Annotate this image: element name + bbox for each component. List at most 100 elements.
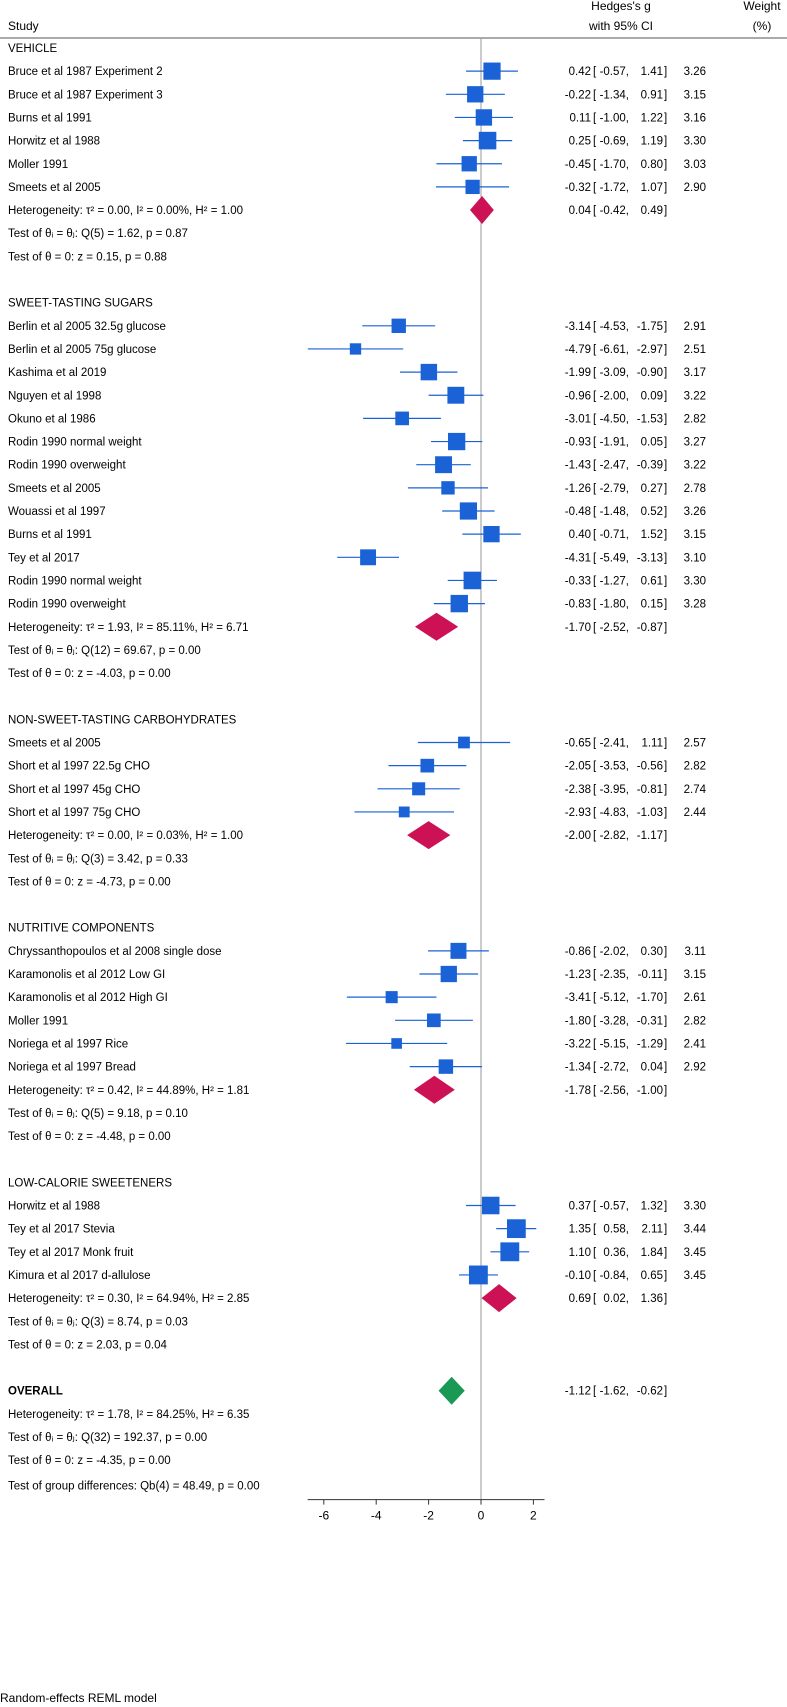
ci-upper: -1.53 [637,413,663,425]
study-weight: 3.45 [684,1270,706,1282]
study-label: Rodin 1990 overweight [8,599,126,611]
study-weight: 3.03 [684,159,706,171]
study-label: Karamonolis et al 2012 Low GI [8,969,165,981]
study-weight: 2.90 [684,182,706,194]
effect-estimate: -1.43 [565,460,591,472]
ci-bracket-open: [ [593,1015,597,1027]
group-test-label: Test of θᵢ = θⱼ: Q(3) = 8.74, p = 0.03 [8,1316,188,1328]
study-marker [391,318,406,333]
ci-bracket-close: ] [664,437,667,449]
ci-lower: -0.57, [600,66,629,78]
x-axis-tick-label: 0 [478,1509,485,1523]
ci-bracket-close: ] [664,1293,667,1305]
study-label: Berlin et al 2005 32.5g glucose [8,321,166,333]
ci-lower: -0.42, [600,205,629,217]
ci-lower: -1.80, [600,599,629,611]
ci-bracket-open: [ [593,66,597,78]
ci-bracket-open: [ [593,483,597,495]
ci-bracket-close: ] [664,112,667,124]
ci-upper: 0.61 [641,575,663,587]
study-label: Tey et al 2017 Monk fruit [8,1247,134,1259]
ci-lower: -1.91, [600,437,629,449]
study-weight: 3.27 [684,437,706,449]
ci-bracket-open: [ [593,969,597,981]
heterogeneity-label: Heterogeneity: τ² = 1.93, I² = 85.11%, H… [8,622,249,634]
study-label: Smeets et al 2005 [8,483,101,495]
effect-estimate: -2.93 [565,807,591,819]
ci-bracket-close: ] [664,89,667,101]
effect-estimate: -2.05 [565,761,591,773]
ci-upper: 0.80 [641,159,663,171]
ci-bracket-close: ] [664,622,667,634]
study-weight: 2.57 [684,738,706,750]
ci-bracket-close: ] [664,1038,667,1050]
study-marker [483,525,500,543]
ci-upper: -0.90 [637,367,663,379]
ci-bracket-open: [ [593,136,597,148]
ci-lower: -2.47, [600,460,629,472]
effect-estimate: 0.11 [569,112,591,124]
ci-bracket-close: ] [664,321,667,333]
study-marker [420,758,435,773]
study-weight: 2.61 [684,992,706,1004]
ci-lower: -2.52, [600,622,629,634]
ci-bracket-close: ] [664,413,667,425]
study-weight: 3.30 [684,136,706,148]
ci-upper: 2.11 [641,1224,663,1236]
ci-bracket-open: [ [593,1085,597,1097]
study-weight: 3.22 [684,390,706,402]
study-weight: 2.51 [684,344,706,356]
ci-lower: -5.12, [600,992,629,1004]
study-marker [385,991,398,1004]
ci-bracket-open: [ [593,807,597,819]
study-marker [440,965,457,983]
group-summary-diamond [407,821,451,850]
study-marker [360,549,377,566]
study-weight: 2.44 [684,807,707,819]
effect-estimate: -0.10 [565,1270,591,1282]
effect-estimate: -1.26 [565,483,591,495]
effect-estimate: 1.35 [569,1224,591,1236]
ci-lower: -0.84, [600,1270,629,1282]
ci-upper: 1.11 [641,738,663,750]
ci-lower: -2.72, [600,1062,629,1074]
ci-bracket-open: [ [593,1293,597,1305]
effect-estimate: -0.45 [565,159,591,171]
ci-bracket-close: ] [664,1085,667,1097]
study-marker [506,1219,526,1239]
study-weight: 3.15 [684,89,706,101]
study-marker [465,179,480,195]
group-test-label: Test of θᵢ = θⱼ: Q(12) = 69.67, p = 0.00 [8,645,201,657]
ci-upper: 1.52 [641,529,663,541]
ci-bracket-close: ] [664,66,667,78]
study-marker [395,411,409,426]
study-marker [475,109,493,126]
study-marker [467,86,484,103]
group-summary-diamond [414,612,459,641]
ci-upper: 0.27 [641,483,663,495]
study-marker [450,942,467,959]
ci-bracket-open: [ [593,182,597,194]
ci-lower: -2.00, [600,390,629,402]
ci-upper: 0.15 [641,599,663,611]
study-label: Bruce et al 1987 Experiment 3 [8,89,163,101]
ci-bracket-open: [ [593,506,597,518]
study-marker [463,571,482,590]
ci-bracket-close: ] [664,1062,667,1074]
ci-upper: -2.97 [637,344,663,356]
study-label: Rodin 1990 overweight [8,460,126,472]
x-axis-tick-label: -2 [423,1509,434,1523]
ci-upper: -1.29 [637,1038,663,1050]
ci-upper: 1.07 [641,182,663,194]
effect-estimate: 0.42 [569,66,591,78]
ci-upper: -0.11 [638,969,663,981]
study-weight: 2.82 [684,1015,706,1027]
study-label: Karamonolis et al 2012 High GI [8,992,168,1004]
ci-lower: -2.41, [600,738,629,750]
group-test-label: Test of θ = 0: z = 0.15, p = 0.88 [8,251,167,263]
ci-bracket-open: [ [593,1386,597,1398]
effect-estimate: -4.79 [565,344,591,356]
ci-bracket-close: ] [664,807,667,819]
header-weight-line2: (%) [753,19,772,33]
study-weight: 3.22 [684,460,706,472]
